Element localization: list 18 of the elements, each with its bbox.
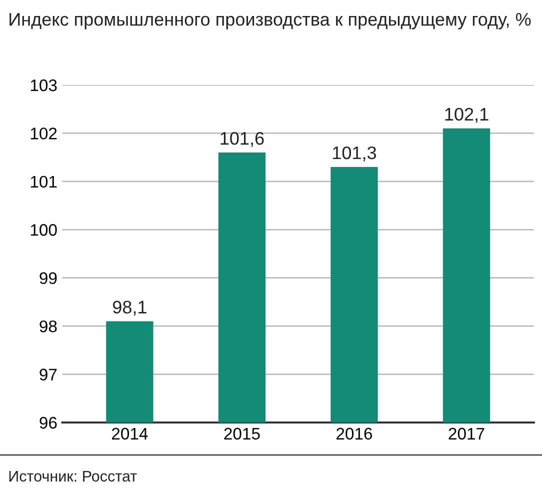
data-label: 98,1	[112, 300, 146, 316]
y-tick-label: 102	[30, 128, 57, 140]
y-tick-label: 100	[30, 224, 57, 236]
data-label: 101,3	[333, 146, 376, 162]
x-tick-label: 2016	[336, 428, 372, 440]
x-tick-label: 2015	[224, 428, 260, 440]
y-tick-label: 96	[40, 416, 57, 429]
y-tick-label: 98	[40, 320, 57, 332]
chart-title: Индекс промышленного производства к предыдущему году, %	[10, 13, 531, 30]
y-tick-label: 99	[40, 272, 57, 284]
text: Источник: Росстат	[9, 470, 137, 482]
y-tick-label: 101	[30, 176, 57, 188]
data-label: 102,1	[445, 108, 488, 123]
data-label: 101,6	[220, 132, 264, 147]
x-tick-label: 2014	[112, 428, 148, 440]
x-tick-label: 2017	[448, 428, 484, 440]
y-tick-label: 97	[40, 368, 57, 380]
y-tick-label: 103	[30, 79, 57, 92]
